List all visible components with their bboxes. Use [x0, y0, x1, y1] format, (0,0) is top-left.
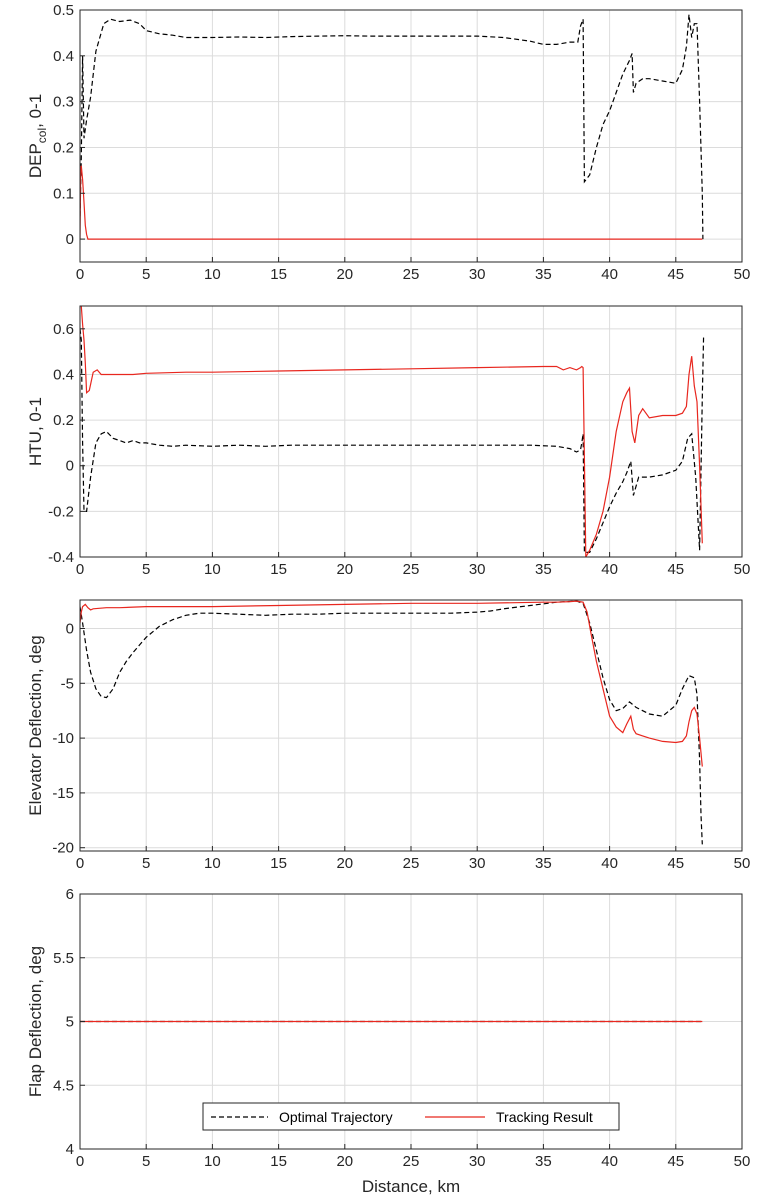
subplot-2: 0 5 10 15 20 25 30 35 40 45 50 -0.4 -0.2 0 0.2 0.4 0.6 HT…: [26, 305, 751, 578]
x-tick-label: 40: [601, 561, 618, 578]
x-tick-label: 40: [601, 266, 618, 283]
x-tick-label: 20: [336, 561, 353, 578]
legend-label-tracking: Tracking Result: [496, 1109, 593, 1125]
y-tick-label: 0.3: [53, 94, 74, 111]
x-tick-label: 10: [204, 1153, 221, 1170]
x-tick-label: 50: [734, 561, 751, 578]
y-axis-label: Flap Deflection, deg: [26, 946, 45, 1097]
x-tick-label: 25: [403, 855, 420, 872]
y-axis-label: HTU, 0-1: [26, 397, 45, 466]
x-tick-label: 45: [667, 561, 684, 578]
x-tick-label: 5: [142, 266, 150, 283]
y-tick-label: -0.2: [48, 503, 74, 520]
x-tick-label: 30: [469, 855, 486, 872]
legend: Optimal Trajectory Tracking Result: [202, 1102, 620, 1131]
x-tick-label: 35: [535, 1153, 552, 1170]
y-tick-label: 0.6: [53, 321, 74, 338]
x-tick-label: 45: [667, 855, 684, 872]
x-tick-label: 40: [601, 855, 618, 872]
y-axis-label: Elevator Deflection, deg: [26, 635, 45, 816]
subplot-4: 0 5 10 15 20 25 30 35 40 45 50 4 4.5 5 5.5 6 Flap Deflec…: [26, 886, 750, 1196]
x-tick-label: 15: [270, 561, 287, 578]
series-tracking-result: [80, 600, 703, 767]
y-tick-label: 0: [66, 231, 74, 248]
subplot-3: 0 5 10 15 20 25 30 35 40 45 50 -20 -15 -10 -5 0 Elevator…: [26, 599, 751, 872]
y-tick-label: 0.1: [53, 185, 74, 202]
y-tick-label: 5: [66, 1014, 74, 1031]
x-tick-label: 5: [142, 855, 150, 872]
x-tick-label: 25: [403, 1153, 420, 1170]
subplot-1: 0 5 10 15 20 25 30 35 40 45 50 0 0.1 0.2 0.3 0.4 0.5 DEPc…: [26, 2, 750, 283]
x-tick-label: 20: [336, 266, 353, 283]
series-optimal-trajectory: [80, 14, 704, 240]
x-tick-label: 40: [601, 1153, 618, 1170]
x-tick-label: 0: [76, 855, 84, 872]
y-tick-label: -5: [61, 675, 74, 692]
x-tick-label: 10: [204, 855, 221, 872]
y-tick-label: 5.5: [53, 950, 74, 967]
y-tick-label: 4.5: [53, 1077, 74, 1094]
x-tick-label: 10: [204, 561, 221, 578]
x-tick-label: 20: [336, 855, 353, 872]
x-tick-label: 5: [142, 561, 150, 578]
x-tick-label: 15: [270, 1153, 287, 1170]
legend-label-optimal: Optimal Trajectory: [279, 1109, 393, 1125]
x-tick-label: 10: [204, 266, 221, 283]
x-tick-label: 15: [270, 266, 287, 283]
x-tick-label: 45: [667, 1153, 684, 1170]
x-tick-label: 35: [535, 266, 552, 283]
x-axis-label: Distance, km: [362, 1177, 460, 1196]
x-tick-label: 35: [535, 561, 552, 578]
series-optimal-trajectory: [80, 600, 703, 845]
y-tick-label: 0.4: [53, 366, 74, 383]
x-tick-label: 0: [76, 266, 84, 283]
legend-box: [202, 1102, 620, 1131]
y-tick-label: 0.2: [53, 412, 74, 429]
x-tick-label: 30: [469, 561, 486, 578]
y-tick-label: -15: [52, 785, 74, 802]
y-tick-label: 0.2: [53, 139, 74, 156]
y-tick-label: 0.4: [53, 48, 74, 65]
series-optimal-trajectory: [80, 328, 705, 554]
x-tick-label: 50: [734, 266, 751, 283]
series-tracking-result: [80, 165, 703, 240]
x-tick-label: 30: [469, 1153, 486, 1170]
series-tracking-result: [80, 306, 703, 557]
x-tick-label: 35: [535, 855, 552, 872]
y-tick-label: -0.4: [48, 549, 74, 566]
x-tick-label: 25: [403, 266, 420, 283]
y-tick-label: 0: [66, 620, 74, 637]
x-tick-label: 50: [734, 1153, 751, 1170]
x-tick-label: 30: [469, 266, 486, 283]
y-axis-label: DEPcol, 0-1: [26, 94, 49, 178]
x-tick-label: 45: [667, 266, 684, 283]
x-tick-label: 0: [76, 561, 84, 578]
y-tick-label: 0.5: [53, 2, 74, 19]
x-tick-label: 15: [270, 855, 287, 872]
x-tick-label: 5: [142, 1153, 150, 1170]
y-tick-label: -10: [52, 730, 74, 747]
x-tick-label: 20: [336, 1153, 353, 1170]
x-tick-label: 25: [403, 561, 420, 578]
x-tick-label: 0: [76, 1153, 84, 1170]
y-tick-label: -20: [52, 840, 74, 857]
y-tick-label: 0: [66, 458, 74, 475]
y-tick-label: 6: [66, 886, 74, 903]
y-tick-label: 4: [66, 1141, 74, 1158]
x-tick-label: 50: [734, 855, 751, 872]
